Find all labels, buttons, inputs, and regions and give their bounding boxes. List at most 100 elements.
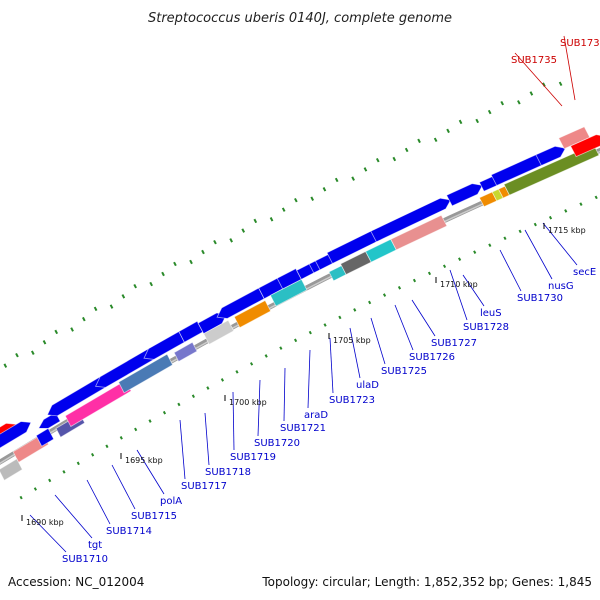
- gene-label[interactable]: araD: [304, 410, 328, 421]
- leader-line: [462, 274, 485, 307]
- gc-tick: [93, 306, 98, 312]
- gene-feature[interactable]: [178, 320, 204, 343]
- gc-tick: [353, 308, 357, 312]
- gc-tick: [33, 487, 37, 491]
- gc-tick: [162, 410, 167, 415]
- leader-line: [204, 412, 210, 466]
- gene-feature[interactable]: [118, 353, 174, 394]
- gene-label[interactable]: SUB1735: [511, 55, 557, 66]
- gc-tick: [48, 478, 52, 483]
- gc-tick: [412, 278, 417, 283]
- gc-tick: [310, 196, 315, 201]
- gc-tick: [91, 453, 95, 457]
- gc-tick: [579, 202, 583, 206]
- gc-tick: [15, 352, 19, 358]
- gene-feature[interactable]: [0, 458, 23, 481]
- gene-label[interactable]: SUB1720: [254, 438, 300, 449]
- leader-line: [54, 494, 93, 539]
- gene-label[interactable]: polA: [160, 496, 182, 507]
- gc-tick: [269, 217, 274, 222]
- gene-feature[interactable]: [535, 145, 567, 167]
- genome-summary-text: Topology: circular; Length: 1,852,352 bp…: [261, 575, 592, 589]
- gene-feature[interactable]: [233, 299, 272, 329]
- gene-label[interactable]: tgt: [88, 540, 102, 551]
- gene-feature[interactable]: [173, 341, 198, 363]
- leader-line: [86, 479, 111, 525]
- gc-tick: [82, 316, 86, 322]
- gene-label[interactable]: SUB1717: [181, 481, 227, 492]
- gc-tick: [351, 176, 355, 181]
- gc-tick: [368, 300, 372, 305]
- gc-tick: [264, 354, 268, 358]
- gc-tick: [404, 147, 409, 153]
- leader-line: [449, 269, 468, 321]
- gene-feature[interactable]: [38, 411, 61, 429]
- gc-tick: [294, 197, 298, 203]
- gene-label[interactable]: SUB1730: [517, 293, 563, 304]
- gene-label[interactable]: SUB1718: [205, 467, 251, 478]
- gc-tick: [189, 259, 193, 265]
- label-leader-lines: [29, 35, 578, 553]
- gene-label[interactable]: SUB1721: [280, 423, 326, 434]
- gene-feature[interactable]: [570, 134, 600, 158]
- gene-label[interactable]: SUB1728: [463, 322, 509, 333]
- gene-feature[interactable]: [276, 268, 302, 290]
- gc-tick: [177, 402, 181, 407]
- gene-label[interactable]: SUB1719: [230, 452, 276, 463]
- gc-tick: [473, 250, 477, 254]
- leader-line: [232, 391, 235, 451]
- gc-tick: [427, 271, 432, 276]
- tick-label: 1690 kbp: [26, 518, 64, 527]
- gene-label[interactable]: SUB1736: [560, 38, 600, 49]
- gc-tick: [149, 281, 153, 287]
- gc-tick: [281, 207, 286, 212]
- gc-tick: [503, 236, 507, 241]
- gc-tick: [375, 157, 380, 163]
- gc-tick: [533, 222, 537, 227]
- gc-tick: [119, 436, 123, 440]
- gc-tick: [334, 177, 339, 183]
- gc-tick: [3, 363, 8, 368]
- gc-tick: [235, 370, 239, 374]
- gene-label[interactable]: nusG: [548, 281, 574, 292]
- gene-label[interactable]: ulaD: [356, 380, 379, 391]
- gene-label[interactable]: SUB1725: [381, 366, 427, 377]
- gene-feature[interactable]: [0, 421, 32, 451]
- gene-label[interactable]: SUB1726: [409, 352, 455, 363]
- leader-line: [411, 299, 436, 337]
- leader-line: [111, 464, 136, 510]
- gc-tick: [446, 128, 450, 134]
- gc-tick: [161, 271, 165, 277]
- gc-tick: [201, 249, 205, 255]
- gc-tick: [134, 427, 138, 432]
- gene-feature[interactable]: [203, 319, 235, 345]
- gc-tick: [173, 261, 177, 267]
- gc-tick: [487, 109, 492, 115]
- gene-label[interactable]: SUB1714: [106, 526, 152, 537]
- gene-label[interactable]: secE: [573, 267, 596, 278]
- gc-tick: [70, 327, 74, 332]
- gene-feature[interactable]: [446, 183, 484, 207]
- gc-tick: [42, 340, 47, 345]
- gc-tick: [382, 293, 387, 297]
- leader-line: [514, 52, 563, 107]
- gc-tick: [206, 386, 210, 390]
- gene-feature[interactable]: [370, 197, 452, 243]
- gc-tick: [558, 81, 563, 87]
- gene-label[interactable]: SUB1727: [431, 338, 477, 349]
- gene-label[interactable]: SUB1715: [131, 511, 177, 522]
- gc-tick: [517, 100, 521, 105]
- gene-label[interactable]: leuS: [480, 308, 502, 319]
- feature-track: [0, 126, 600, 481]
- gene-label[interactable]: SUB1723: [329, 395, 375, 406]
- tick-label: 1700 kbp: [229, 398, 267, 407]
- gc-tick: [76, 461, 80, 466]
- gc-tick: [488, 243, 492, 247]
- leader-line: [349, 327, 361, 379]
- gc-tick: [19, 495, 23, 500]
- gc-tick: [293, 338, 298, 343]
- gene-label[interactable]: SUB1710: [62, 554, 108, 565]
- gc-tick: [594, 195, 598, 200]
- leader-line: [29, 514, 67, 553]
- gene-feature[interactable]: [390, 214, 448, 251]
